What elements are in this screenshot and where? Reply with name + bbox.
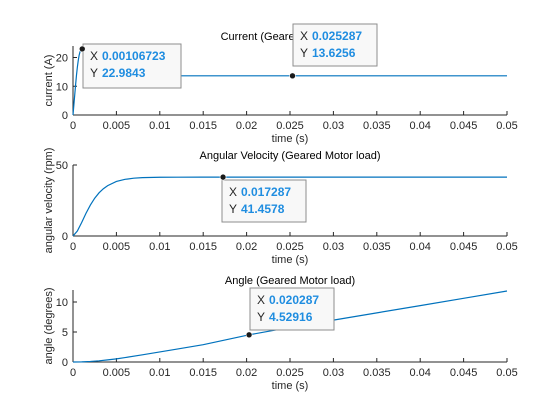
datatip-x-key: X [257,293,265,307]
x-tick-label: 0.05 [496,120,517,132]
x-tick-label: 0.035 [363,367,391,379]
x-tick-label: 0.03 [323,120,344,132]
datatip-y-key: Y [90,66,98,80]
y-tick-label: 10 [56,297,68,309]
y-tick-label: 5 [62,327,68,339]
x-tick-label: 0.025 [276,367,304,379]
datatip: X 0.020287 Y 4.52916 [245,287,335,339]
datatip-y-key: Y [229,202,237,216]
x-tick-label: 0.04 [409,241,430,253]
x-tick-label: 0.02 [236,367,257,379]
y-axis-label: current (A) [43,55,55,107]
chart-panel-1: 0 0.005 0.01 0.015 0.02 0.025 0.03 0.035 0.04 0.0… [43,23,518,145]
x-tick-label: 0.045 [450,241,478,253]
x-tick-label: 0.04 [409,367,430,379]
x-tick-label: 0.015 [189,367,217,379]
x-tick-label: 0.01 [149,367,170,379]
x-tick-label: 0.04 [409,120,430,132]
x-tick-label: 0.025 [276,120,304,132]
x-tick-label: 0.035 [363,241,391,253]
y-tick-label: 50 [56,160,68,172]
datatip-y-value: 4.52916 [269,310,313,324]
x-tick-label: 0.025 [276,241,304,253]
datatip-y-value: 22.9843 [102,66,146,80]
x-axis-label: time (s) [272,380,309,392]
series-line [72,176,507,237]
y-tick-label: 10 [56,81,68,93]
x-tick-label: 0.05 [496,367,517,379]
datatip-marker [245,331,253,339]
datatip: X 0.00106723 Y 22.9843 [78,43,182,89]
chart-title: Angular Velocity (Geared Motor load) [200,150,381,162]
datatip-marker [289,72,296,80]
x-tick-label: 0.01 [149,120,170,132]
datatip-box [82,43,182,89]
datatip-x-key: X [229,185,237,199]
datatip-x-value: 0.025287 [312,29,362,43]
chart-panel-2: 0 0.005 0.01 0.015 0.02 0.025 0.03 0.035 0.04 0.0… [43,148,518,266]
datatip: X 0.025287 Y 13.6256 [289,23,378,80]
x-tick-label: 0.03 [323,367,344,379]
datatip-y-key: Y [257,310,265,324]
x-tick-label: 0.02 [236,241,257,253]
y-tick-label: 0 [62,357,68,369]
datatip-x-value: 0.020287 [269,293,319,307]
x-tick-label: 0.005 [103,367,131,379]
x-axis-label: time (s) [272,133,309,145]
x-tick-label: 0.01 [149,241,170,253]
datatip-box [221,179,307,223]
x-tick-label: 0.05 [496,241,517,253]
datatip-x-key: X [300,29,308,43]
datatip-marker [219,173,227,181]
x-tick-label: 0 [70,367,76,379]
datatip-y-value: 13.6256 [312,46,356,60]
y-tick-label: 20 [56,53,68,65]
y-tick-label: 0 [62,231,68,243]
x-axis-label: time (s) [272,254,309,266]
chart-title: Angle (Geared Motor load) [225,275,355,287]
datatip-y-value: 41.4578 [241,202,285,216]
x-tick-label: 0.005 [103,241,131,253]
x-tick-label: 0.045 [450,367,478,379]
x-tick-label: 0.045 [450,120,478,132]
chart-panel-3: 0 0.005 0.01 0.015 0.02 0.025 0.03 0.035 0.04 0.0… [43,275,518,392]
x-tick-label: 0.015 [189,241,217,253]
x-tick-label: 0.02 [236,120,257,132]
x-tick-label: 0 [70,120,76,132]
datatip: X 0.017287 Y 41.4578 [219,173,307,223]
datatip-marker [78,45,86,53]
x-tick-label: 0.015 [189,120,217,132]
datatip-box [292,23,378,67]
x-tick-label: 0.005 [103,120,131,132]
datatip-y-key: Y [300,46,308,60]
datatip-x-key: X [90,49,98,63]
datatip-x-value: 0.00106723 [102,49,166,63]
datatip-x-value: 0.017287 [241,185,291,199]
datatip-box [249,287,335,331]
series-line [72,290,508,363]
x-tick-label: 0 [70,241,76,253]
y-axis-label: angular velocity (rpm) [43,148,55,254]
y-axis-label: angle (degrees) [43,287,55,364]
x-tick-label: 0.03 [323,241,344,253]
y-tick-label: 0 [62,110,68,122]
x-tick-label: 0.035 [363,120,391,132]
